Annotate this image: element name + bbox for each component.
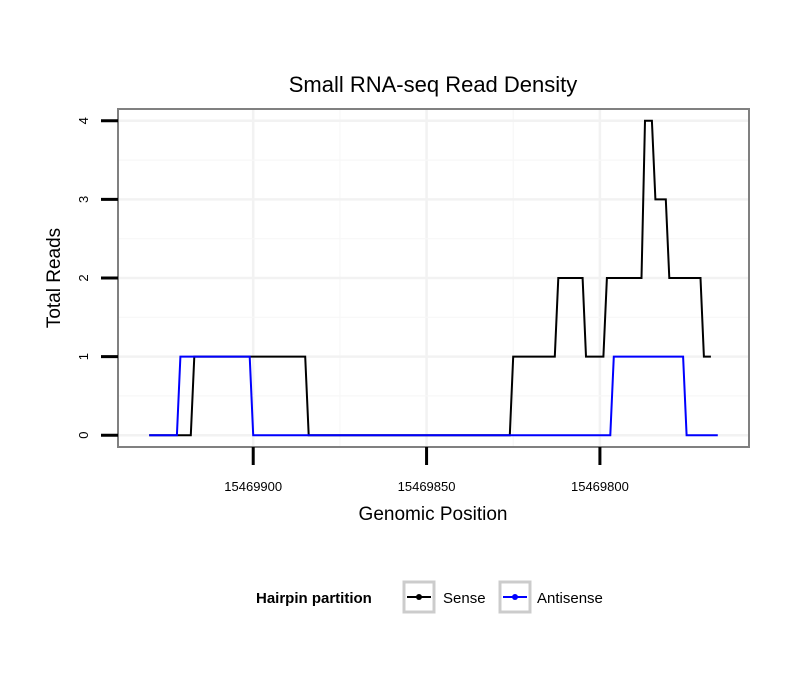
legend-label: Antisense	[537, 590, 603, 607]
y-axis-title: Total Reads	[44, 228, 65, 328]
series-line-antisense	[149, 355, 718, 437]
y-tick-label: 4	[76, 117, 91, 124]
legend-title: Hairpin partition	[256, 590, 372, 607]
y-axis: 0 1 2 3 4	[76, 117, 118, 439]
legend-item-sense: Sense	[402, 580, 486, 614]
legend-label: Sense	[443, 590, 486, 607]
y-tick-label: 1	[76, 353, 91, 360]
x-tick-label: 15469800	[571, 479, 629, 494]
x-axis: 15469900 15469850 15469800	[224, 447, 629, 494]
x-axis-title: Genomic Position	[359, 504, 508, 525]
x-tick-label: 15469900	[224, 479, 282, 494]
legend-key-point	[416, 594, 422, 600]
legend-key-point	[512, 594, 518, 600]
series-layer	[149, 119, 718, 437]
legend: Hairpin partition Sense Antisense	[256, 580, 603, 614]
y-tick-label: 0	[76, 432, 91, 439]
y-tick-label: 3	[76, 196, 91, 203]
legend-item-antisense: Antisense	[498, 580, 603, 614]
y-tick-label: 2	[76, 274, 91, 281]
x-tick-label: 15469850	[398, 479, 456, 494]
chart-title: Small RNA-seq Read Density	[289, 72, 578, 97]
